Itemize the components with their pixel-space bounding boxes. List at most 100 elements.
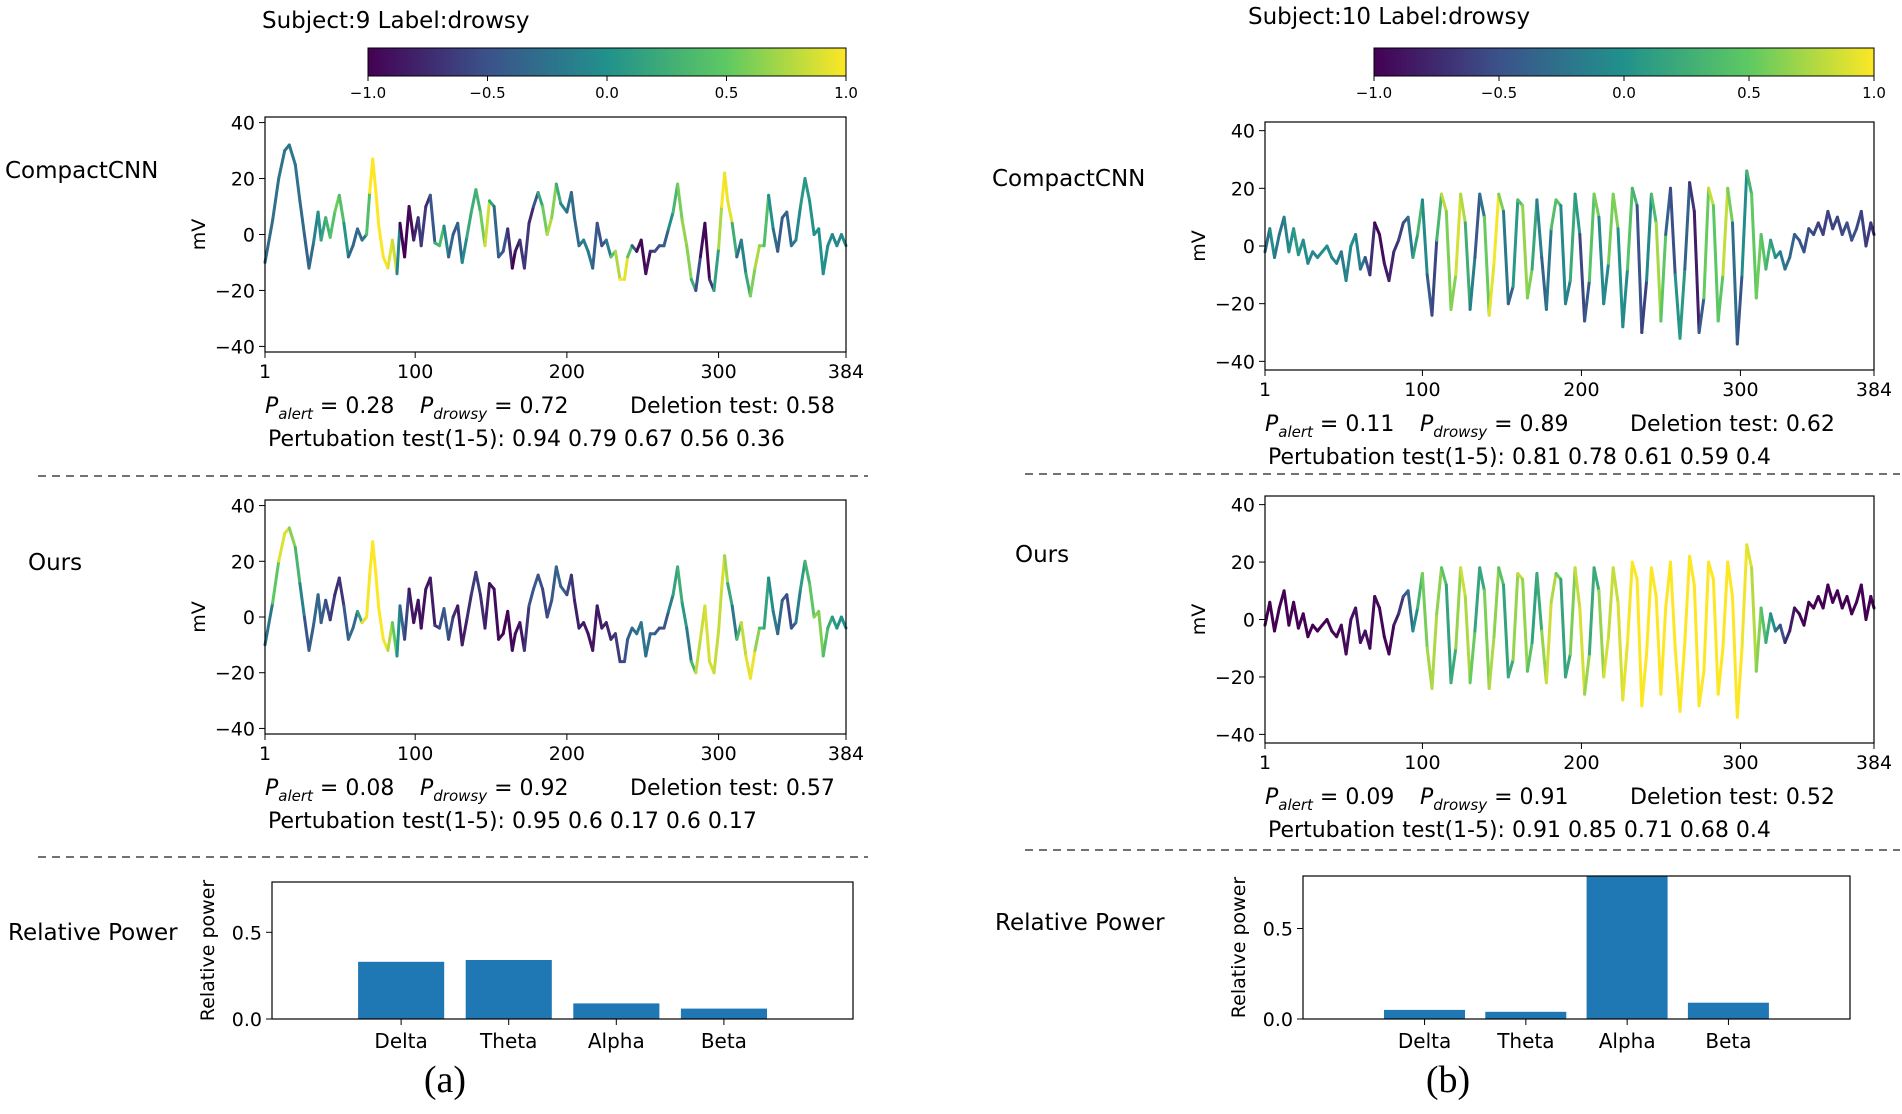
signal-segment	[395, 604, 402, 658]
signal-segment	[1587, 566, 1596, 656]
signal-segment	[1430, 612, 1439, 690]
signal-segment	[1607, 192, 1615, 265]
signal-segment	[762, 576, 771, 630]
signal-segment	[1578, 233, 1587, 323]
signal-segment	[447, 233, 455, 259]
signal-segment	[808, 582, 816, 619]
signal-segment	[1530, 572, 1539, 644]
signal-segment	[685, 244, 693, 281]
y-tick-label: 20	[231, 551, 255, 573]
signal-segment	[1573, 192, 1582, 236]
signal-segment	[1726, 186, 1734, 225]
x-tick-label: 300	[1722, 752, 1758, 774]
signal-segment	[1669, 560, 1677, 650]
y-tick-label: 20	[231, 169, 255, 191]
plot-frame	[264, 499, 847, 735]
signal-segment	[1583, 652, 1591, 696]
signal-segment	[319, 598, 328, 625]
signal-segment	[319, 216, 328, 242]
signal-segment	[377, 224, 385, 259]
signal-segment	[527, 587, 535, 608]
signal-segment	[639, 621, 648, 658]
signal-segment	[767, 193, 775, 231]
p-alert-text: Palert = 0.09	[1265, 785, 1394, 814]
signal-segment	[1502, 583, 1510, 679]
signal-segment	[1444, 209, 1453, 311]
y-tick-label: 40	[1231, 121, 1255, 143]
x-tick-label: 384	[828, 743, 864, 765]
signal-segment	[1692, 583, 1701, 708]
signal-segment	[506, 609, 514, 652]
signal-segment	[1750, 566, 1758, 673]
row-label: Ours	[28, 550, 82, 576]
signal-segment	[626, 244, 634, 259]
y-tick-label: 0	[243, 225, 255, 247]
x-tick-label: Theta	[1496, 1029, 1554, 1053]
bar-delta	[358, 961, 445, 1019]
signal-segment	[785, 593, 793, 630]
signal-segment	[365, 191, 372, 236]
signal-segment	[1702, 560, 1711, 673]
signal-segment	[1440, 566, 1448, 587]
signal-segment	[753, 626, 761, 652]
signal-segment	[287, 143, 297, 167]
signal-segment	[1578, 606, 1587, 696]
signal-segment	[277, 531, 287, 563]
signal-line	[263, 143, 848, 298]
signal-segment	[407, 587, 416, 625]
deletion-test-text: Deletion test: 0.62	[1630, 412, 1835, 437]
signal-segment	[1778, 623, 1787, 644]
signal-segment	[739, 238, 748, 276]
signal-segment	[726, 199, 734, 225]
signal-segment	[613, 632, 622, 664]
row-label: Relative Power	[995, 910, 1165, 936]
signal-segment	[1406, 589, 1415, 633]
signal-segment	[1492, 192, 1501, 265]
signal-segment	[1659, 606, 1668, 696]
signal-segment	[1530, 198, 1539, 271]
x-tick-label: 100	[1404, 379, 1440, 401]
signal-segment	[1325, 618, 1334, 633]
signal-segment	[595, 604, 604, 630]
panel-caption: (b)	[1426, 1059, 1470, 1101]
signal-segment	[328, 593, 337, 622]
signal-segment	[1459, 192, 1467, 225]
signal-segment	[639, 238, 648, 276]
signal-segment	[1645, 566, 1653, 656]
signal-segment	[1378, 606, 1386, 639]
signal-segment	[263, 219, 275, 264]
signal-segment	[1354, 606, 1362, 644]
signal-segment	[1707, 186, 1715, 208]
signal-segment	[794, 587, 802, 625]
signal-segment	[1420, 198, 1429, 277]
signal-segment	[1492, 566, 1501, 639]
signal-segment	[1654, 221, 1663, 323]
bar-theta	[1485, 1011, 1567, 1019]
signal-segment	[799, 559, 807, 591]
signal-segment	[808, 199, 816, 236]
signal-segment	[1783, 256, 1792, 271]
signal-segment	[365, 573, 372, 619]
signal-segment	[1859, 583, 1868, 621]
signal-segment	[307, 623, 315, 652]
signal-segment	[1592, 566, 1601, 593]
signal-segment	[1502, 209, 1510, 306]
signal-segment	[1692, 209, 1701, 334]
signal-segment	[1273, 606, 1281, 633]
plot-frame	[1302, 875, 1851, 1020]
signal-segment	[623, 637, 630, 664]
signal-segment	[1373, 221, 1381, 236]
signal-segment	[510, 249, 517, 270]
signal-segment	[346, 244, 355, 259]
signal-segment	[626, 626, 634, 641]
signal-segment	[1697, 669, 1706, 708]
signal-segment	[1468, 256, 1477, 311]
signal-segment	[1511, 198, 1520, 288]
p-drowsy-text: Pdrowsy = 0.91	[1420, 785, 1569, 814]
signal-segment	[1411, 606, 1420, 633]
y-axis-label: mV	[1188, 604, 1210, 636]
signal-segment	[302, 615, 311, 652]
signal-segment	[298, 199, 306, 236]
signal-segment	[1301, 238, 1310, 265]
signal-segment	[1544, 600, 1553, 685]
